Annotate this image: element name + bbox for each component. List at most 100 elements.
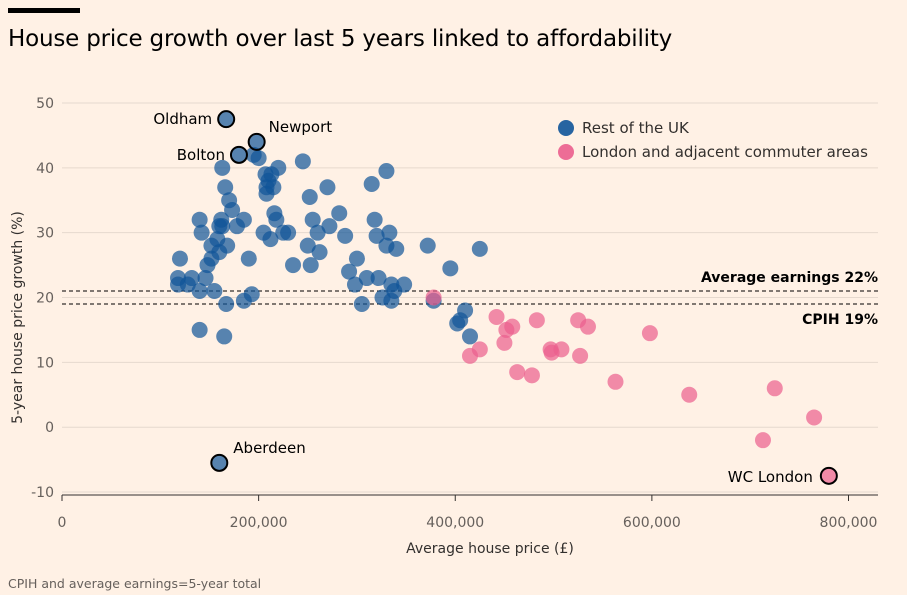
data-point xyxy=(197,270,214,287)
highlighted-point xyxy=(819,466,838,485)
data-point xyxy=(240,250,257,267)
data-point xyxy=(363,176,380,193)
x-tick-label: 800,000 xyxy=(820,515,878,531)
y-axis-title: 5-year house price growth (%) xyxy=(10,211,26,424)
highlighted-point xyxy=(217,110,236,129)
y-tick-label: 20 xyxy=(36,291,54,307)
data-point xyxy=(301,188,318,205)
x-tick-label: 400,000 xyxy=(426,515,484,531)
data-point xyxy=(358,270,375,287)
data-point xyxy=(378,163,395,180)
series-0 xyxy=(170,146,488,345)
data-point xyxy=(321,218,338,235)
data-point xyxy=(191,321,208,338)
highlighted-point xyxy=(247,132,266,151)
data-point xyxy=(216,328,233,345)
data-point xyxy=(496,334,513,351)
data-point xyxy=(206,283,223,300)
point-annotation: Oldham xyxy=(153,110,212,128)
data-point xyxy=(471,240,488,257)
data-point xyxy=(370,270,387,287)
data-point xyxy=(268,211,285,228)
data-point xyxy=(572,347,589,364)
legend-swatch xyxy=(558,144,574,160)
data-point xyxy=(388,240,405,257)
data-point xyxy=(504,318,521,335)
data-point xyxy=(193,224,210,241)
data-point xyxy=(214,218,231,235)
brand-bar xyxy=(8,8,80,13)
data-point xyxy=(309,224,326,241)
data-point xyxy=(425,289,442,306)
data-point xyxy=(294,153,311,170)
data-point xyxy=(262,231,279,248)
legend: Rest of the UK London and adjacent commut… xyxy=(558,119,868,161)
data-point xyxy=(299,237,316,254)
highlighted-point xyxy=(229,145,248,164)
data-point xyxy=(270,159,287,176)
grid-layer xyxy=(62,102,878,493)
legend-label: Rest of the UK xyxy=(582,119,690,137)
data-point xyxy=(250,150,267,167)
data-point xyxy=(579,318,596,335)
data-point xyxy=(302,257,319,274)
data-point xyxy=(280,224,297,241)
data-point xyxy=(243,286,260,303)
data-point xyxy=(183,270,200,287)
x-tick-label: 600,000 xyxy=(623,515,681,531)
data-point xyxy=(217,179,234,196)
legend-swatch xyxy=(558,120,574,136)
data-point xyxy=(337,227,354,244)
data-point xyxy=(488,308,505,325)
y-tick-label: 10 xyxy=(36,355,54,371)
data-point xyxy=(171,250,188,267)
data-point xyxy=(471,341,488,358)
data-point xyxy=(766,380,783,397)
point-annotation: WC London xyxy=(728,468,813,486)
data-point xyxy=(509,364,526,381)
reference-line-label: Average earnings 22% xyxy=(701,270,878,286)
data-point xyxy=(191,211,208,228)
data-point xyxy=(442,260,459,277)
point-annotation: Bolton xyxy=(177,146,225,164)
data-point xyxy=(419,237,436,254)
data-point xyxy=(607,373,624,390)
x-tick-label: 200,000 xyxy=(230,515,288,531)
y-tick-label: 0 xyxy=(45,420,54,436)
points-layer xyxy=(170,146,823,449)
data-point xyxy=(366,211,383,228)
data-point xyxy=(346,276,363,293)
data-point xyxy=(396,276,413,293)
data-point xyxy=(462,328,478,345)
data-point xyxy=(285,257,302,274)
x-axis-title: Average house price (£) xyxy=(406,541,574,557)
data-point xyxy=(381,224,398,241)
footnote: CPIH and average earnings=5-year total xyxy=(8,576,262,591)
data-point xyxy=(368,227,385,244)
point-annotation: Aberdeen xyxy=(233,439,305,457)
data-point xyxy=(806,409,823,426)
data-point xyxy=(754,432,771,449)
data-point xyxy=(331,205,348,222)
annotations-layer: Oldham Newport Bolton Aberdeen WC London xyxy=(153,110,838,486)
data-point xyxy=(523,367,540,384)
data-point xyxy=(457,302,474,319)
data-point xyxy=(341,263,358,280)
point-annotation: Newport xyxy=(269,118,333,136)
data-point xyxy=(304,211,321,228)
highlighted-point xyxy=(210,453,229,472)
chart-title: House price growth over last 5 years lin… xyxy=(8,26,673,52)
y-tick-label: 50 xyxy=(36,96,54,112)
data-point xyxy=(224,201,241,218)
data-point xyxy=(191,283,208,300)
data-point xyxy=(219,237,236,254)
data-point xyxy=(235,211,252,228)
y-tick-label: 30 xyxy=(36,226,54,242)
data-point xyxy=(641,325,658,342)
data-point xyxy=(218,295,235,312)
x-tick-label: 0 xyxy=(58,515,67,531)
data-point xyxy=(265,179,282,196)
data-point xyxy=(681,386,698,403)
